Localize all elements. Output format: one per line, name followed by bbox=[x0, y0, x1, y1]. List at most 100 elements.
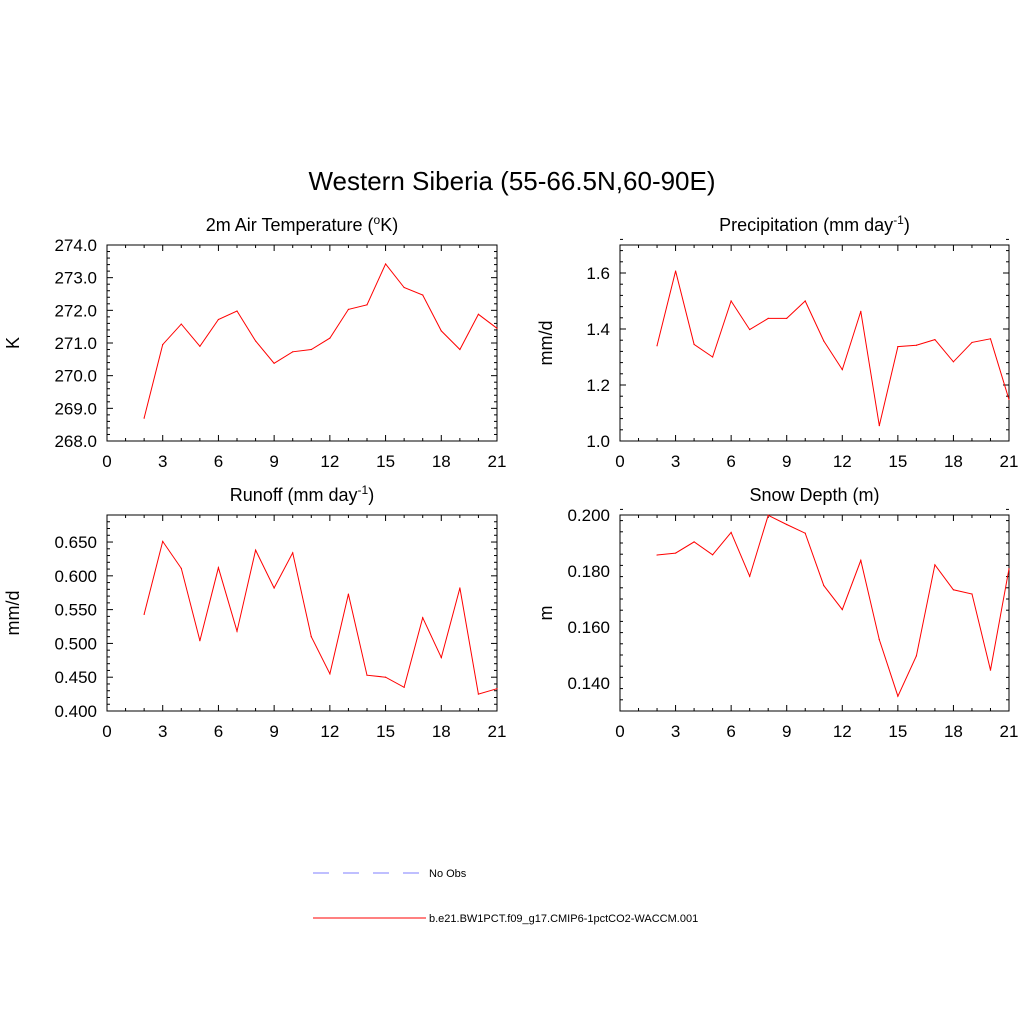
panel-title: Runoff (mm day-1) bbox=[230, 483, 374, 505]
x-tick-label: 12 bbox=[833, 452, 852, 471]
data-point bbox=[786, 317, 788, 319]
x-tick-label: 15 bbox=[376, 452, 395, 471]
x-tick-label: 0 bbox=[102, 452, 111, 471]
data-point bbox=[162, 344, 164, 346]
legend: No Obs b.e21.BW1PCT.f09_g17.CMIP6-1pctCO… bbox=[313, 868, 698, 925]
panel-title-tail: ) bbox=[368, 485, 374, 505]
y-tick-label: 273.0 bbox=[54, 269, 97, 288]
panels: 0 3 6 9 12 15 18 21 268.0 269.0 270.0 271.0 272.0 273… bbox=[3, 213, 1018, 741]
data-point bbox=[915, 655, 917, 657]
data-point bbox=[143, 417, 145, 419]
y-tick-label: 272.0 bbox=[54, 301, 97, 320]
x-tick-label: 3 bbox=[158, 452, 167, 471]
data-point bbox=[217, 567, 220, 569]
data-point bbox=[656, 554, 658, 556]
x-tick-label: 12 bbox=[320, 722, 339, 741]
data-point bbox=[329, 673, 331, 675]
y-tick-label: 0.140 bbox=[567, 674, 610, 693]
data-point bbox=[384, 263, 387, 265]
y-tick-label: 0.650 bbox=[54, 533, 97, 552]
data-point bbox=[823, 340, 825, 342]
data-point bbox=[254, 549, 257, 551]
data-point bbox=[1008, 398, 1010, 401]
x-tick-label: 15 bbox=[376, 722, 395, 741]
legend-no-obs-label: No Obs bbox=[429, 868, 467, 880]
data-point bbox=[674, 270, 677, 272]
data-point bbox=[823, 584, 825, 587]
plot-frame bbox=[106, 244, 498, 442]
x-tick-label: 18 bbox=[944, 722, 963, 741]
x-tick-label: 9 bbox=[782, 722, 791, 741]
data-point bbox=[347, 593, 350, 595]
x-tick-label: 0 bbox=[615, 722, 624, 741]
panel-title-tail: K) bbox=[380, 215, 398, 235]
data-point bbox=[459, 348, 461, 351]
main-title: Western Siberia (55-66.5N,60-90E) bbox=[308, 166, 715, 196]
x-tick-label: 0 bbox=[102, 722, 111, 741]
panel-title: Snow Depth (m) bbox=[749, 485, 879, 505]
data-point bbox=[384, 676, 387, 678]
data-point bbox=[477, 693, 480, 695]
y-tick-label: 274.0 bbox=[54, 236, 97, 255]
x-tick-label: 3 bbox=[671, 452, 680, 471]
data-point bbox=[693, 343, 695, 345]
panel-title-main: Precipitation (mm day bbox=[719, 215, 893, 235]
y-tick-label: 1.2 bbox=[586, 376, 610, 395]
x-tick-label: 12 bbox=[833, 722, 852, 741]
legend-model-label: b.e21.BW1PCT.f09_g17.CMIP6-1pctCO2-WACCM… bbox=[429, 913, 698, 925]
x-tick-label: 3 bbox=[158, 722, 167, 741]
data-point bbox=[162, 540, 164, 542]
panel-title: Precipitation (mm day-1) bbox=[719, 213, 910, 235]
data-point bbox=[459, 587, 461, 589]
data-point bbox=[347, 308, 350, 310]
data-point bbox=[366, 674, 368, 676]
data-point bbox=[496, 327, 498, 329]
y-tick-label: 0.550 bbox=[54, 601, 97, 620]
y-axis-label: K bbox=[3, 337, 23, 349]
data-point bbox=[878, 425, 880, 427]
data-point bbox=[180, 567, 182, 569]
panel-title-superscript: -1 bbox=[358, 483, 369, 497]
y-tick-label: 268.0 bbox=[54, 432, 97, 451]
y-tick-label: 270.0 bbox=[54, 367, 97, 386]
data-point bbox=[674, 552, 677, 554]
data-point bbox=[804, 532, 806, 534]
x-tick-label: 6 bbox=[214, 452, 223, 471]
data-point bbox=[403, 686, 405, 688]
data-point bbox=[693, 541, 695, 543]
x-tick-label: 6 bbox=[726, 722, 735, 741]
data-point bbox=[310, 348, 312, 351]
y-tick-label: 1.6 bbox=[586, 264, 610, 283]
data-point bbox=[952, 361, 955, 363]
panel-title-main: Snow Depth (m) bbox=[749, 485, 879, 505]
data-point bbox=[422, 617, 424, 619]
data-point bbox=[422, 294, 424, 296]
y-tick-label: 271.0 bbox=[54, 334, 97, 353]
y-tick-label: 0.200 bbox=[567, 506, 610, 525]
data-point bbox=[236, 630, 238, 632]
panel-title-superscript: o bbox=[374, 213, 381, 227]
data-point bbox=[767, 514, 769, 516]
panel-title-main: 2m Air Temperature ( bbox=[206, 215, 374, 235]
y-tick-label: 0.450 bbox=[54, 668, 97, 687]
data-point bbox=[749, 575, 751, 577]
x-tick-label: 15 bbox=[888, 722, 907, 741]
data-point bbox=[841, 369, 843, 371]
x-tick-label: 3 bbox=[671, 722, 680, 741]
x-tick-label: 9 bbox=[269, 722, 278, 741]
y-tick-label: 269.0 bbox=[54, 399, 97, 418]
data-point bbox=[860, 559, 862, 561]
x-tick-label: 9 bbox=[782, 452, 791, 471]
data-point bbox=[477, 313, 480, 315]
series-line bbox=[143, 540, 498, 695]
data-point bbox=[310, 636, 312, 638]
y-tick-label: 1.4 bbox=[586, 320, 610, 339]
plot-frame bbox=[619, 244, 1010, 442]
data-point bbox=[971, 341, 973, 344]
y-tick-label: 0.180 bbox=[567, 562, 610, 581]
data-point bbox=[804, 300, 806, 302]
data-point bbox=[236, 310, 238, 312]
series-line bbox=[656, 514, 1010, 698]
data-point bbox=[971, 593, 973, 595]
